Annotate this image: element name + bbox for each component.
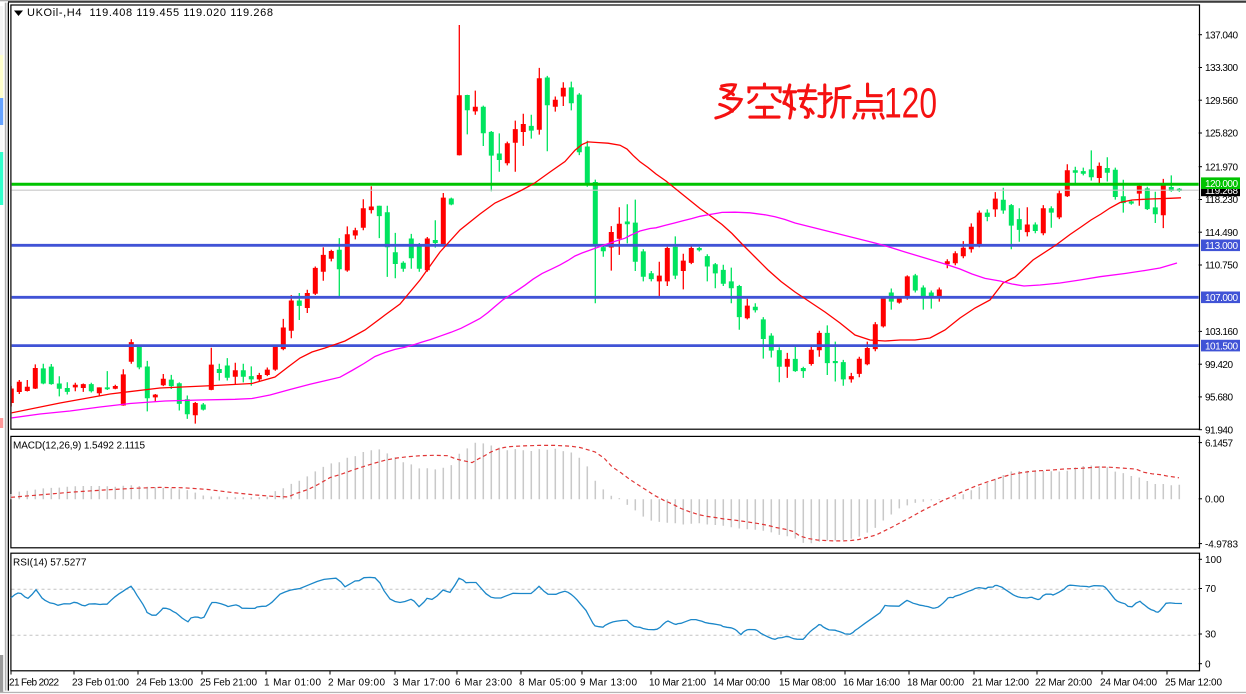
svg-text:9 Mar 13:00: 9 Mar 13:00 [580, 678, 637, 689]
svg-text:14 Mar 00:00: 14 Mar 00:00 [713, 678, 770, 689]
svg-text:16 Mar 16:00: 16 Mar 16:00 [843, 678, 900, 689]
svg-text:107.000: 107.000 [1205, 293, 1238, 304]
svg-text:70: 70 [1205, 584, 1217, 595]
svg-text:15 Mar 08:00: 15 Mar 08:00 [779, 678, 836, 689]
svg-text:30: 30 [1205, 630, 1217, 641]
svg-text:91.940: 91.940 [1205, 425, 1233, 436]
svg-text:1 Mar 01:00: 1 Mar 01:00 [264, 678, 321, 689]
svg-text:24 Mar 04:00: 24 Mar 04:00 [1100, 678, 1157, 689]
svg-text:21 Mar 12:00: 21 Mar 12:00 [972, 678, 1029, 689]
svg-text:22 Mar 20:00: 22 Mar 20:00 [1035, 678, 1092, 689]
svg-text:118.230: 118.230 [1205, 195, 1238, 206]
svg-text:-4.9783: -4.9783 [1205, 539, 1238, 550]
svg-text:95.680: 95.680 [1205, 393, 1233, 404]
svg-text:6.1457: 6.1457 [1205, 438, 1233, 449]
svg-text:21 Feb 2022: 21 Feb 2022 [9, 678, 59, 689]
svg-text:0: 0 [1205, 659, 1211, 670]
svg-text:23 Feb 01:00: 23 Feb 01:00 [72, 678, 129, 689]
svg-text:137.040: 137.040 [1205, 30, 1238, 41]
svg-text:99.420: 99.420 [1205, 360, 1233, 371]
svg-text:114.490: 114.490 [1205, 228, 1238, 239]
svg-text:25 Mar 12:00: 25 Mar 12:00 [1165, 678, 1222, 689]
svg-text:RSI(14) 57.5277: RSI(14) 57.5277 [13, 558, 87, 569]
svg-text:UKOil-,H4 119.408 119.455 119: UKOil-,H4 119.408 119.455 119.020 119.26… [27, 7, 274, 19]
svg-text:103.160: 103.160 [1205, 327, 1238, 338]
svg-text:110.750: 110.750 [1205, 261, 1238, 272]
svg-text:125.820: 125.820 [1205, 129, 1238, 140]
svg-text:8 Mar 05:00: 8 Mar 05:00 [519, 678, 576, 689]
svg-text:129.560: 129.560 [1205, 96, 1238, 107]
svg-text:120: 120 [884, 80, 937, 128]
svg-text:119.268: 119.268 [1205, 186, 1238, 197]
svg-text:24 Feb 13:00: 24 Feb 13:00 [136, 678, 193, 689]
svg-text:121.970: 121.970 [1205, 162, 1238, 173]
svg-text:2 Mar 09:00: 2 Mar 09:00 [328, 678, 385, 689]
svg-text:6 Mar 23:00: 6 Mar 23:00 [455, 678, 512, 689]
svg-text:133.300: 133.300 [1205, 63, 1238, 74]
svg-text:100: 100 [1205, 555, 1222, 566]
svg-text:120.000: 120.000 [1205, 179, 1238, 190]
svg-text:113.000: 113.000 [1205, 241, 1238, 252]
svg-text:18 Mar 00:00: 18 Mar 00:00 [907, 678, 964, 689]
svg-text:3 Mar 17:00: 3 Mar 17:00 [393, 678, 450, 689]
svg-text:MACD(12,26,9) 1.5492 2.1115: MACD(12,26,9) 1.5492 2.1115 [13, 441, 146, 452]
svg-text:10 Mar 21:00: 10 Mar 21:00 [649, 678, 706, 689]
svg-text:0.00: 0.00 [1205, 495, 1225, 506]
svg-text:25 Feb 21:00: 25 Feb 21:00 [200, 678, 257, 689]
svg-text:101.500: 101.500 [1205, 341, 1238, 352]
